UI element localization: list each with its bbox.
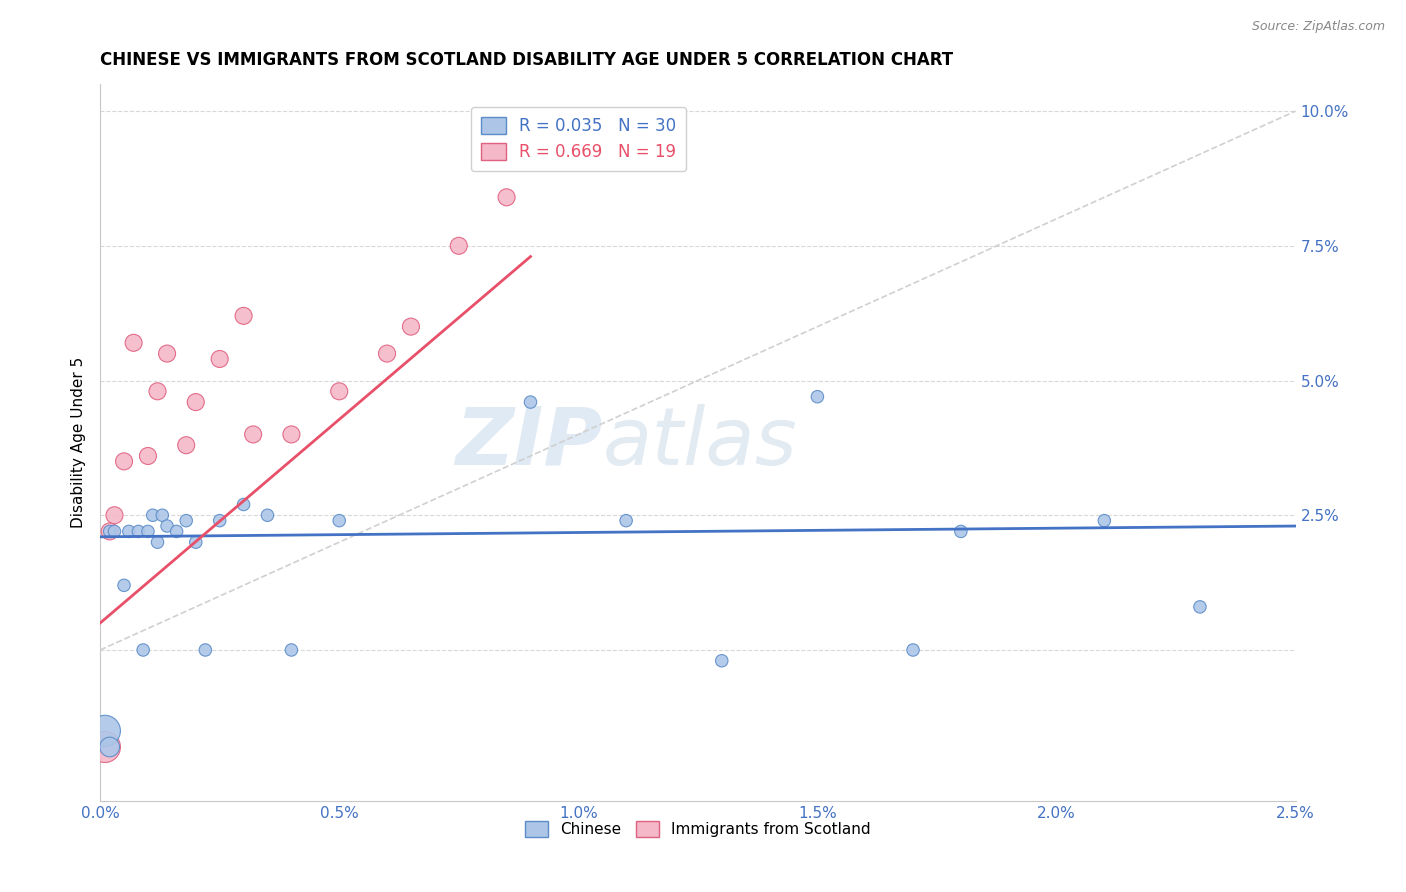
Y-axis label: Disability Age Under 5: Disability Age Under 5: [72, 357, 86, 528]
Point: [194, 643, 217, 657]
Legend: Chinese, Immigrants from Scotland: Chinese, Immigrants from Scotland: [519, 815, 877, 844]
Point: [280, 643, 302, 657]
Point: [136, 524, 159, 539]
Point: [94, 739, 117, 754]
Point: [136, 449, 159, 463]
Point: [98, 524, 121, 539]
Point: [495, 190, 517, 204]
Point: [949, 524, 972, 539]
Point: [118, 524, 141, 539]
Point: [256, 508, 278, 523]
Point: [132, 643, 155, 657]
Point: [103, 524, 125, 539]
Point: [142, 508, 165, 523]
Point: [156, 519, 179, 533]
Point: [232, 309, 254, 323]
Point: [375, 346, 398, 360]
Point: [901, 643, 924, 657]
Text: Source: ZipAtlas.com: Source: ZipAtlas.com: [1251, 20, 1385, 33]
Text: CHINESE VS IMMIGRANTS FROM SCOTLAND DISABILITY AGE UNDER 5 CORRELATION CHART: CHINESE VS IMMIGRANTS FROM SCOTLAND DISA…: [100, 51, 953, 69]
Point: [328, 384, 350, 399]
Point: [447, 239, 470, 253]
Point: [127, 524, 149, 539]
Point: [208, 514, 231, 528]
Point: [614, 514, 637, 528]
Point: [156, 346, 179, 360]
Point: [399, 319, 422, 334]
Point: [98, 524, 121, 539]
Point: [146, 384, 169, 399]
Point: [112, 578, 135, 592]
Point: [1188, 599, 1211, 614]
Point: [174, 514, 197, 528]
Point: [174, 438, 197, 452]
Point: [232, 498, 254, 512]
Text: atlas: atlas: [602, 403, 797, 482]
Point: [103, 508, 125, 523]
Point: [242, 427, 264, 442]
Point: [146, 535, 169, 549]
Point: [328, 514, 350, 528]
Point: [166, 524, 188, 539]
Point: [184, 535, 207, 549]
Point: [710, 654, 733, 668]
Point: [519, 395, 541, 409]
Point: [98, 739, 121, 754]
Point: [208, 351, 231, 366]
Point: [1092, 514, 1115, 528]
Point: [150, 508, 173, 523]
Point: [806, 390, 828, 404]
Point: [280, 427, 302, 442]
Point: [122, 335, 145, 350]
Point: [184, 395, 207, 409]
Point: [112, 454, 135, 468]
Text: ZIP: ZIP: [456, 403, 602, 482]
Point: [94, 723, 117, 738]
